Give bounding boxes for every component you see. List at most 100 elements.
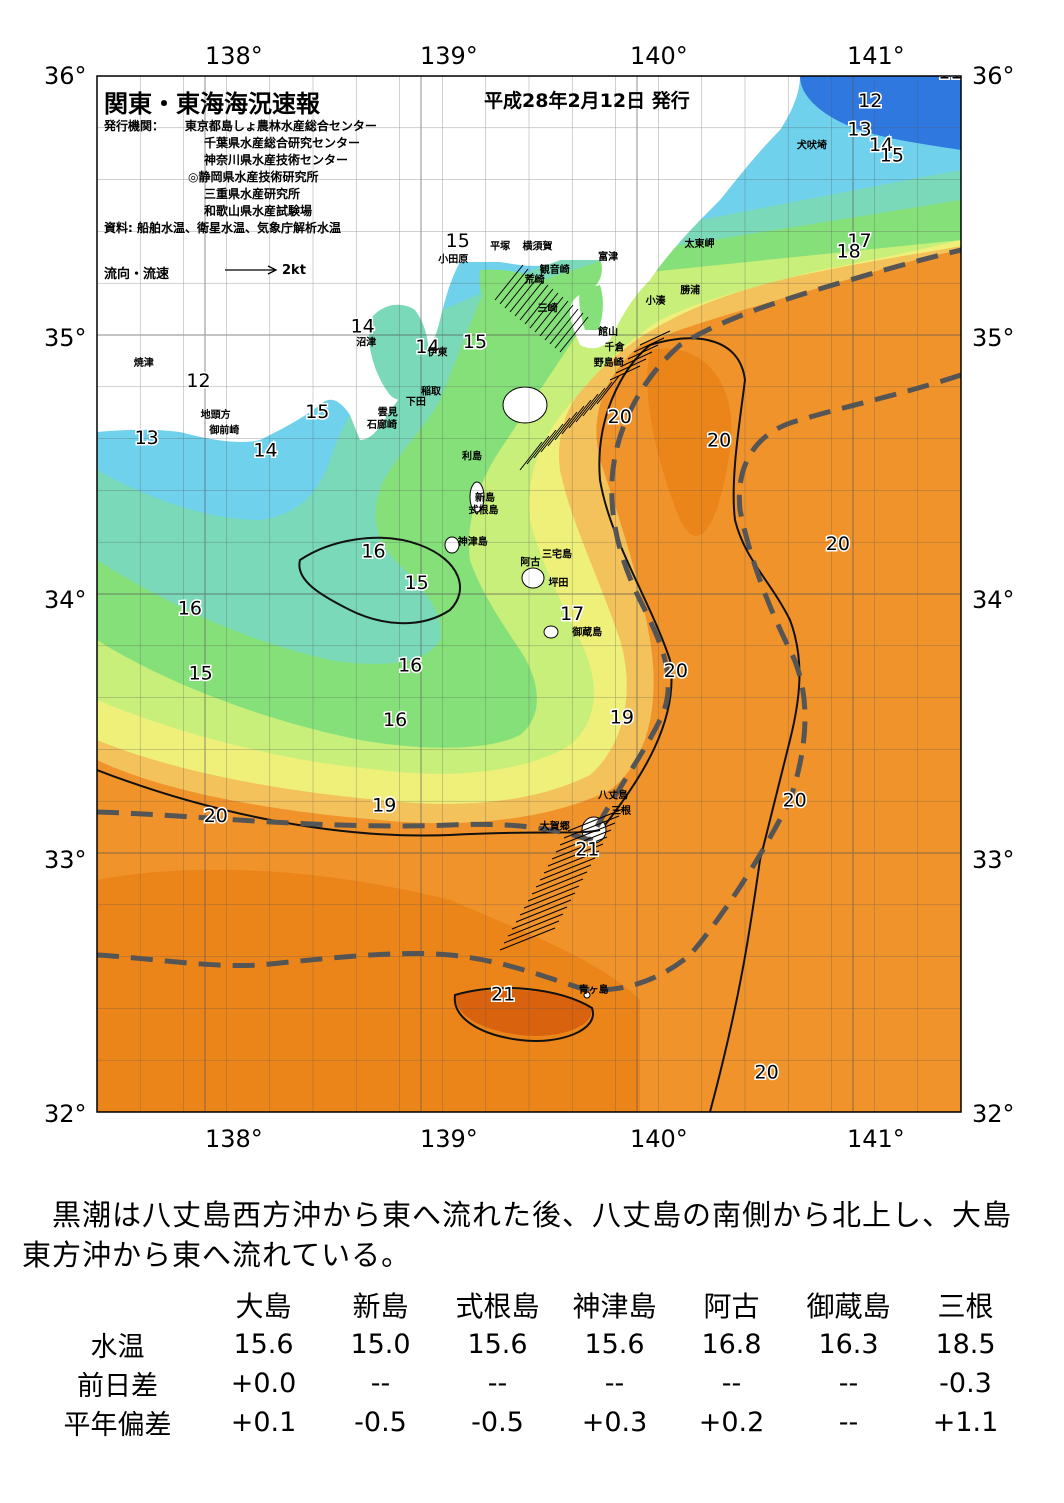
place-label: 富津 bbox=[598, 250, 618, 263]
isotherm-label: 15 bbox=[463, 331, 487, 353]
table-cell: -- bbox=[838, 1407, 859, 1438]
table-cell: +1.1 bbox=[932, 1407, 999, 1438]
place-label: 阿古 bbox=[520, 556, 540, 569]
agency-item: 和歌山県水産試験場 bbox=[204, 204, 313, 218]
table-cell: 15.0 bbox=[350, 1329, 411, 1360]
table-cell: -- bbox=[370, 1368, 391, 1399]
table-header-cell: 式根島 bbox=[455, 1290, 540, 1323]
isotherm-15 bbox=[298, 536, 461, 625]
tokyo-bay-water bbox=[579, 285, 603, 330]
isotherm-label: 20 bbox=[783, 789, 807, 811]
place-label: 荒崎 bbox=[524, 273, 545, 286]
isotherm-label: 17 bbox=[560, 603, 584, 625]
place-label: 青ヶ島 bbox=[579, 983, 609, 996]
current-vector bbox=[499, 268, 529, 305]
table-cell: 16.3 bbox=[818, 1329, 879, 1360]
current-vector bbox=[534, 296, 564, 333]
current-vector bbox=[544, 304, 574, 341]
table-cell: -0.5 bbox=[471, 1407, 524, 1438]
place-label: 館山 bbox=[597, 325, 618, 338]
current-vector bbox=[519, 441, 543, 471]
island-niijima bbox=[469, 481, 485, 513]
table-header-cell: 御蔵島 bbox=[806, 1290, 891, 1323]
place-label: 千倉 bbox=[605, 341, 626, 354]
agency-item: ◎静岡県水産技術研究所 bbox=[188, 170, 319, 184]
current-vector bbox=[633, 337, 665, 353]
isotherm-label: 15 bbox=[405, 572, 429, 594]
place-label: 横須賀 bbox=[523, 240, 553, 253]
isotherm-label: 17 bbox=[847, 230, 871, 252]
row-label: 水温 bbox=[90, 1332, 145, 1363]
place-label: 稲取 bbox=[421, 385, 442, 398]
isotherm-label: 15 bbox=[189, 662, 213, 684]
current-vector bbox=[575, 393, 599, 423]
table-cell: 15.6 bbox=[233, 1329, 294, 1360]
lon-label-top: 140° bbox=[630, 42, 688, 70]
island-oshima bbox=[502, 386, 548, 424]
place-label: 大賀郷 bbox=[540, 820, 570, 833]
place-label: 平塚 bbox=[490, 240, 510, 253]
table-row: 平年偏差 +0.1 -0.5 -0.5 +0.3 +0.2 -- +1.1 bbox=[30, 1403, 1024, 1442]
lon-label-bottom: 141° bbox=[847, 1125, 905, 1153]
place-label: 石廊崎 bbox=[366, 418, 397, 431]
warm-patch-east bbox=[647, 348, 732, 536]
flow-legend-unit: 2kt bbox=[282, 263, 306, 278]
table-header-cell bbox=[30, 1285, 205, 1325]
warm-patch-southwest bbox=[97, 869, 640, 1112]
place-label: 伊東 bbox=[426, 346, 447, 359]
agency-item: 三重県水産研究所 bbox=[204, 187, 301, 201]
place-label: 八丈島 bbox=[597, 789, 628, 802]
summary-text: 黒潮は八丈島西方沖から東へ流れた後、八丈島の南側から北上し、大島東方沖から東へ流… bbox=[22, 1198, 1013, 1272]
lat-label-left: 33° bbox=[44, 846, 87, 874]
current-vector bbox=[523, 885, 580, 909]
current-vector bbox=[529, 292, 559, 329]
isotherm-19 bbox=[97, 769, 601, 837]
map-title: 関東・東海海況速報 bbox=[104, 90, 320, 118]
kuroshio-axis-south bbox=[97, 372, 961, 993]
table-cell: 16.8 bbox=[701, 1329, 762, 1360]
table-cell: +0.1 bbox=[230, 1407, 297, 1438]
place-label: 新島 bbox=[475, 491, 495, 504]
isotherm-label: 12 bbox=[858, 90, 882, 112]
isotherm-label: 14 bbox=[253, 440, 277, 462]
isotherm-label: 20 bbox=[826, 533, 850, 555]
lon-label-bottom: 138° bbox=[205, 1125, 263, 1153]
island-aogashima bbox=[583, 991, 591, 999]
map-frame bbox=[96, 75, 962, 1113]
agency-item: 神奈川県水産技術センター bbox=[204, 153, 349, 167]
place-label: 沼津 bbox=[356, 335, 376, 348]
table-cell: -0.5 bbox=[354, 1407, 407, 1438]
current-vector bbox=[559, 316, 589, 353]
table-cell: -- bbox=[604, 1368, 625, 1399]
table-cell: -- bbox=[838, 1368, 859, 1399]
graticule bbox=[97, 76, 961, 1112]
land-honshu bbox=[97, 76, 800, 443]
lon-label-bottom: 139° bbox=[420, 1125, 478, 1153]
table-cell: 18.5 bbox=[935, 1329, 996, 1360]
place-label: 式根島 bbox=[469, 504, 499, 517]
isotherm-label: 21 bbox=[575, 839, 599, 861]
island-kozushima bbox=[444, 536, 460, 554]
isotherm-label: 20 bbox=[664, 660, 688, 682]
island-mikurajima bbox=[543, 625, 559, 639]
agency-list: 発行機関： 東京都島しょ農林水産総合センター 千葉県水産総合研究センター 神奈川… bbox=[104, 118, 377, 237]
table-header-cell: 阿古 bbox=[703, 1290, 760, 1323]
isotherm-label: 14 bbox=[415, 336, 439, 358]
current-vector bbox=[547, 417, 571, 447]
current-vector bbox=[589, 381, 613, 411]
isotherm-contours bbox=[97, 337, 801, 1112]
warm-core-21 bbox=[455, 989, 592, 1036]
place-label: 御蔵島 bbox=[571, 625, 602, 638]
table-cell: 15.6 bbox=[584, 1329, 645, 1360]
island-miyakejima bbox=[521, 567, 545, 589]
current-vector bbox=[563, 815, 620, 839]
current-vector bbox=[596, 375, 620, 405]
sagami-bay-water bbox=[479, 269, 570, 375]
table-cell: +0.3 bbox=[581, 1407, 648, 1438]
current-vector bbox=[554, 312, 584, 349]
current-vector bbox=[568, 399, 592, 429]
table-header-cell: 大島 bbox=[235, 1290, 292, 1323]
isotherm-label: 20 bbox=[204, 805, 228, 827]
place-label: 焼津 bbox=[134, 356, 154, 369]
